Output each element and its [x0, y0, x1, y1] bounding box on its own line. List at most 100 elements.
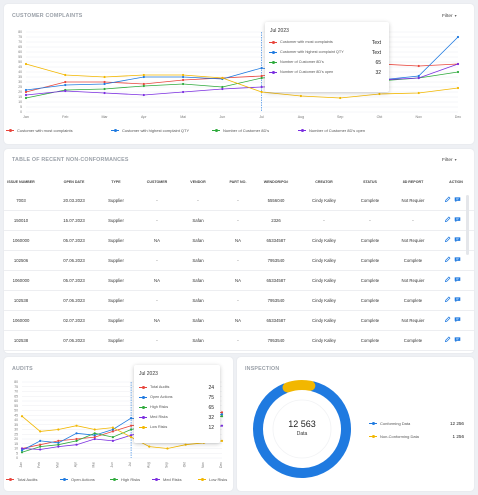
- legend-item-low-risks[interactable]: Low Risks: [198, 477, 227, 482]
- data-point[interactable]: [456, 35, 460, 39]
- data-point[interactable]: [20, 415, 24, 418]
- data-point[interactable]: [456, 62, 460, 66]
- data-point[interactable]: [93, 437, 96, 441]
- donut-slice-non-conforming-data[interactable]: [282, 380, 316, 393]
- data-point[interactable]: [299, 94, 303, 98]
- data-point[interactable]: [39, 443, 42, 446]
- data-point[interactable]: [75, 424, 78, 427]
- data-point[interactable]: [75, 439, 78, 442]
- data-point[interactable]: [64, 73, 67, 77]
- data-point[interactable]: [181, 90, 185, 94]
- data-point[interactable]: [260, 85, 263, 89]
- data-point[interactable]: [103, 80, 106, 84]
- data-point[interactable]: [20, 449, 24, 452]
- data-point[interactable]: [93, 436, 96, 439]
- column-header[interactable]: VENDOR: [190, 180, 206, 184]
- data-point[interactable]: [220, 439, 224, 442]
- data-point[interactable]: [417, 64, 420, 68]
- data-point[interactable]: [111, 439, 115, 442]
- table-row[interactable]: 1060000 05.07.2023 Supplier NA Safan NA 653345…: [4, 271, 474, 291]
- data-point[interactable]: [142, 93, 145, 97]
- data-point[interactable]: [39, 445, 42, 448]
- column-header[interactable]: 8D REPORT: [402, 180, 424, 184]
- data-point[interactable]: [378, 92, 381, 96]
- data-point[interactable]: [260, 76, 263, 80]
- column-header[interactable]: CUSTOMER: [146, 180, 168, 184]
- column-header[interactable]: TYPE: [111, 180, 121, 184]
- data-point[interactable]: [103, 75, 106, 79]
- data-point[interactable]: [142, 75, 145, 79]
- table-row[interactable]: 1060000 05.07.2023 Supplier NA Safan NA 653345…: [4, 231, 474, 251]
- inspection-legend-item[interactable]: Non-Conforming Data 1 256: [369, 434, 464, 439]
- data-point[interactable]: [57, 445, 60, 448]
- data-point[interactable]: [64, 80, 67, 84]
- data-point[interactable]: [103, 91, 106, 95]
- column-header[interactable]: PART NO.: [229, 180, 247, 184]
- legend-item-number-of-customer-8d-s[interactable]: Number of Customer 8D's: [212, 128, 269, 133]
- column-header[interactable]: OPEN DATE: [63, 180, 85, 184]
- table-row[interactable]: 150010 15.07.2023 Supplier - Safan - 2326 - - -: [4, 211, 474, 231]
- data-point[interactable]: [142, 82, 145, 86]
- legend-item-customer-with-most-complaints[interactable]: Customer with most complaints: [6, 128, 73, 133]
- data-point[interactable]: [260, 66, 263, 70]
- data-point[interactable]: [24, 93, 28, 97]
- data-point[interactable]: [456, 86, 460, 90]
- data-point[interactable]: [24, 62, 28, 66]
- table-row[interactable]: 1060000 02.07.2023 Supplier NA Safan NA 653345…: [4, 311, 474, 331]
- data-point[interactable]: [75, 443, 78, 446]
- comment-icon[interactable]: [454, 336, 461, 343]
- comment-icon[interactable]: [454, 256, 461, 263]
- data-point[interactable]: [220, 413, 224, 416]
- edit-pencil-icon[interactable]: [444, 256, 451, 263]
- data-point[interactable]: [220, 411, 224, 414]
- table-row[interactable]: 102538 07.06.2023 Supplier - Safan - 7953540 Ci…: [4, 331, 474, 351]
- data-point[interactable]: [260, 74, 263, 78]
- data-point[interactable]: [129, 424, 133, 427]
- data-point[interactable]: [142, 84, 145, 88]
- data-point[interactable]: [220, 424, 224, 427]
- table-row[interactable]: 102538 07.06.2023 Supplier - Safan - 7953540 Ci…: [4, 291, 474, 311]
- data-point[interactable]: [57, 428, 60, 431]
- data-point[interactable]: [57, 443, 60, 446]
- legend-item-customer-with-highest-complaint-qty[interactable]: Customer with highest complaint QTY: [111, 128, 189, 133]
- donut-slice-conforming-data[interactable]: [253, 381, 351, 478]
- data-point[interactable]: [24, 96, 28, 100]
- table-row[interactable]: 7003 20.03.2023 Supplier - - - 5556040 Cindy Ka…: [4, 191, 474, 211]
- column-header[interactable]: WENDOR/PO#: [263, 180, 289, 184]
- data-point[interactable]: [220, 415, 224, 418]
- data-point[interactable]: [93, 432, 96, 435]
- data-point[interactable]: [181, 78, 185, 82]
- data-point[interactable]: [75, 432, 78, 435]
- data-point[interactable]: [111, 428, 115, 431]
- edit-pencil-icon[interactable]: [444, 276, 451, 283]
- data-point[interactable]: [64, 89, 67, 93]
- data-point[interactable]: [57, 441, 60, 444]
- data-point[interactable]: [129, 428, 133, 431]
- legend-item-total-audits[interactable]: Total Audits: [6, 477, 37, 482]
- data-point[interactable]: [93, 434, 96, 437]
- data-point[interactable]: [93, 428, 96, 431]
- data-point[interactable]: [456, 70, 460, 74]
- data-point[interactable]: [39, 439, 42, 442]
- data-point[interactable]: [75, 437, 78, 441]
- data-point[interactable]: [221, 87, 224, 91]
- column-header[interactable]: ACTION: [449, 180, 463, 184]
- comment-icon[interactable]: [454, 316, 461, 323]
- data-point[interactable]: [148, 445, 151, 448]
- data-point[interactable]: [181, 82, 185, 86]
- legend-item-high-risks[interactable]: High Risks: [110, 477, 140, 482]
- data-point[interactable]: [24, 90, 28, 94]
- data-point[interactable]: [39, 448, 42, 451]
- data-point[interactable]: [129, 417, 133, 420]
- data-point[interactable]: [339, 96, 342, 100]
- comment-icon[interactable]: [454, 276, 461, 283]
- comment-icon[interactable]: [454, 196, 461, 203]
- data-point[interactable]: [111, 426, 115, 429]
- data-point[interactable]: [260, 90, 263, 94]
- edit-pencil-icon[interactable]: [444, 196, 451, 203]
- legend-item-open-actions[interactable]: Open Actions: [60, 477, 95, 482]
- data-point[interactable]: [111, 436, 115, 439]
- data-point[interactable]: [20, 447, 24, 450]
- data-point[interactable]: [181, 75, 185, 79]
- edit-pencil-icon[interactable]: [444, 336, 451, 343]
